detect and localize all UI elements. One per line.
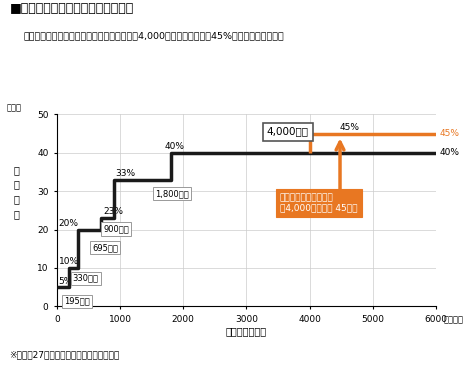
- Text: 1,800万円: 1,800万円: [155, 189, 189, 198]
- Text: 45%: 45%: [440, 129, 460, 138]
- Text: 695万円: 695万円: [92, 243, 118, 252]
- Text: 5%: 5%: [59, 276, 73, 286]
- Text: 現行の所得税の税率構造に加えて、課税所得4,000万円超について、45%の税率を設けます。: 現行の所得税の税率構造に加えて、課税所得4,000万円超について、45%の税率を…: [24, 31, 284, 40]
- Text: ■所得税の最高税率の見直し（案）: ■所得税の最高税率の見直し（案）: [9, 2, 134, 15]
- Text: 20%: 20%: [59, 219, 79, 228]
- Text: ※　平成27年分の所得税から適用します。: ※ 平成27年分の所得税から適用します。: [9, 351, 120, 360]
- Text: 最高税率引上げ（案）
（4,000万円～　 45％）: 最高税率引上げ（案） （4,000万円～ 45％）: [280, 193, 357, 213]
- X-axis label: 課　税　所　得: 課 税 所 得: [226, 327, 267, 337]
- Text: 限
界
税
率: 限 界 税 率: [14, 165, 19, 219]
- Text: 4,000万円: 4,000万円: [267, 127, 309, 137]
- Text: 33%: 33%: [116, 169, 136, 178]
- Text: 40%: 40%: [440, 148, 460, 157]
- Text: 40%: 40%: [164, 142, 184, 151]
- Text: 900万円: 900万円: [103, 224, 129, 234]
- Text: （％）: （％）: [7, 104, 22, 113]
- Text: 45%: 45%: [340, 123, 360, 132]
- Text: 23%: 23%: [103, 207, 123, 217]
- Text: 330万円: 330万円: [73, 274, 99, 283]
- Text: 195万円: 195万円: [64, 297, 90, 306]
- Text: （万円）: （万円）: [443, 315, 463, 324]
- Text: 10%: 10%: [59, 257, 79, 266]
